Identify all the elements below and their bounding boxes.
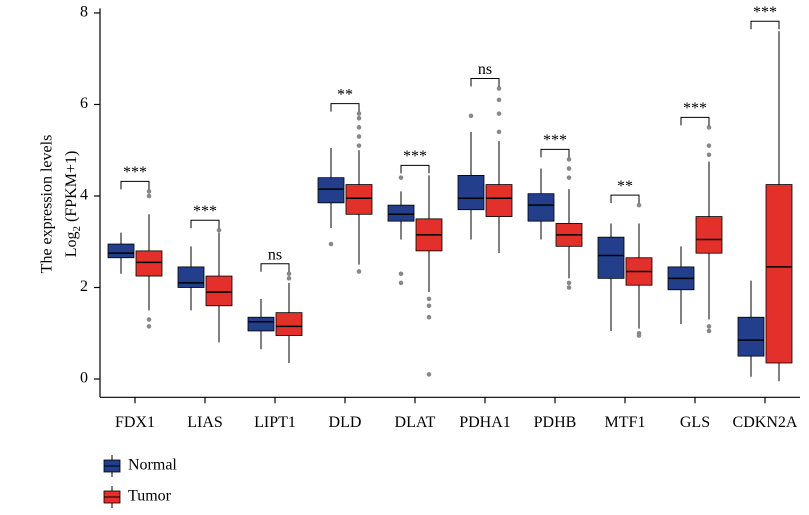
outlier [426,372,432,377]
significance-bracket [750,20,780,30]
outlier [286,271,292,277]
box [527,193,555,222]
y-axis-label: Log2 (FPKM+1) [63,151,83,258]
box [205,275,233,307]
y-axis-label-unit: (FPKM+1) [63,151,80,222]
outlier [566,280,572,286]
significance-label: *** [683,100,707,117]
significance-label: ns [268,246,282,263]
x-tick-label: LIPT1 [254,414,296,431]
outlier [356,125,362,130]
y-tick-label: 8 [80,4,88,21]
significance-label: *** [123,164,147,181]
outlier [356,143,362,148]
outlier [566,157,572,162]
box [177,266,205,288]
box [765,184,793,364]
outlier [426,303,432,309]
box [387,204,415,222]
significance-bracket [680,116,710,126]
box [737,316,765,357]
significance-bracket [330,103,360,112]
outlier [496,86,502,91]
significance-label: *** [403,148,427,165]
y-axis-label: The expression levels [39,135,56,274]
outlier [146,189,152,194]
outlier [398,175,404,180]
y-tick-label: 0 [80,370,88,387]
legend-label: Normal [128,457,177,474]
box [695,216,723,254]
box [317,177,345,204]
significance-bracket [470,77,500,87]
outlier [216,228,222,233]
outlier [496,129,502,135]
y-axis-label-log: Log [63,231,80,257]
outlier [146,317,152,322]
y-axis-label-base: 2 [71,226,83,232]
legend-label: Tumor [128,488,172,505]
x-tick-label: GLS [680,414,710,431]
outlier [398,280,404,286]
outlier [566,175,572,180]
significance-bracket [260,263,290,272]
outlier [496,111,502,116]
outlier [356,115,362,121]
box [345,184,373,215]
significance-label: *** [543,132,567,149]
outlier [146,324,152,329]
x-tick-label: PDHB [534,414,577,431]
outlier [636,202,642,208]
outlier [398,271,404,277]
outlier [706,152,712,158]
outlier [146,193,152,199]
outlier [468,113,474,119]
x-tick-label: LIAS [187,414,223,431]
outlier [496,97,502,103]
significance-label: ** [617,178,633,195]
outlier [356,269,362,274]
outlier [636,330,642,336]
outlier [566,166,572,171]
outlier [706,328,712,334]
significance-bracket [120,180,150,190]
outlier [566,285,572,290]
x-tick-label: FDX1 [115,414,155,431]
box [275,312,303,336]
x-tick-label: CDKN2A [733,414,798,431]
box [107,243,135,259]
y-tick-label: 6 [80,95,88,112]
outlier [356,134,362,139]
significance-bracket [190,219,220,229]
box [485,184,513,217]
significance-label: ns [478,61,492,78]
y-tick-label: 2 [80,278,88,295]
x-tick-label: DLAT [395,414,436,431]
significance-label: *** [753,4,777,21]
significance-bracket [400,164,430,174]
significance-bracket [610,194,640,204]
box [135,250,163,277]
outlier [706,125,712,130]
outlier [426,296,432,302]
box [247,316,275,332]
outlier [426,314,432,320]
x-tick-label: MTF1 [605,414,646,431]
y-tick-label: 4 [80,187,88,204]
box [597,236,625,279]
box [457,174,485,211]
outlier [706,143,712,148]
outlier [286,276,292,281]
significance-label: *** [193,203,217,220]
significance-label: ** [337,86,353,103]
outlier [706,324,712,329]
outlier [356,111,362,116]
x-tick-label: PDHA1 [459,414,511,431]
outlier [328,241,334,247]
x-tick-label: DLD [329,414,362,431]
significance-bracket [540,148,570,158]
